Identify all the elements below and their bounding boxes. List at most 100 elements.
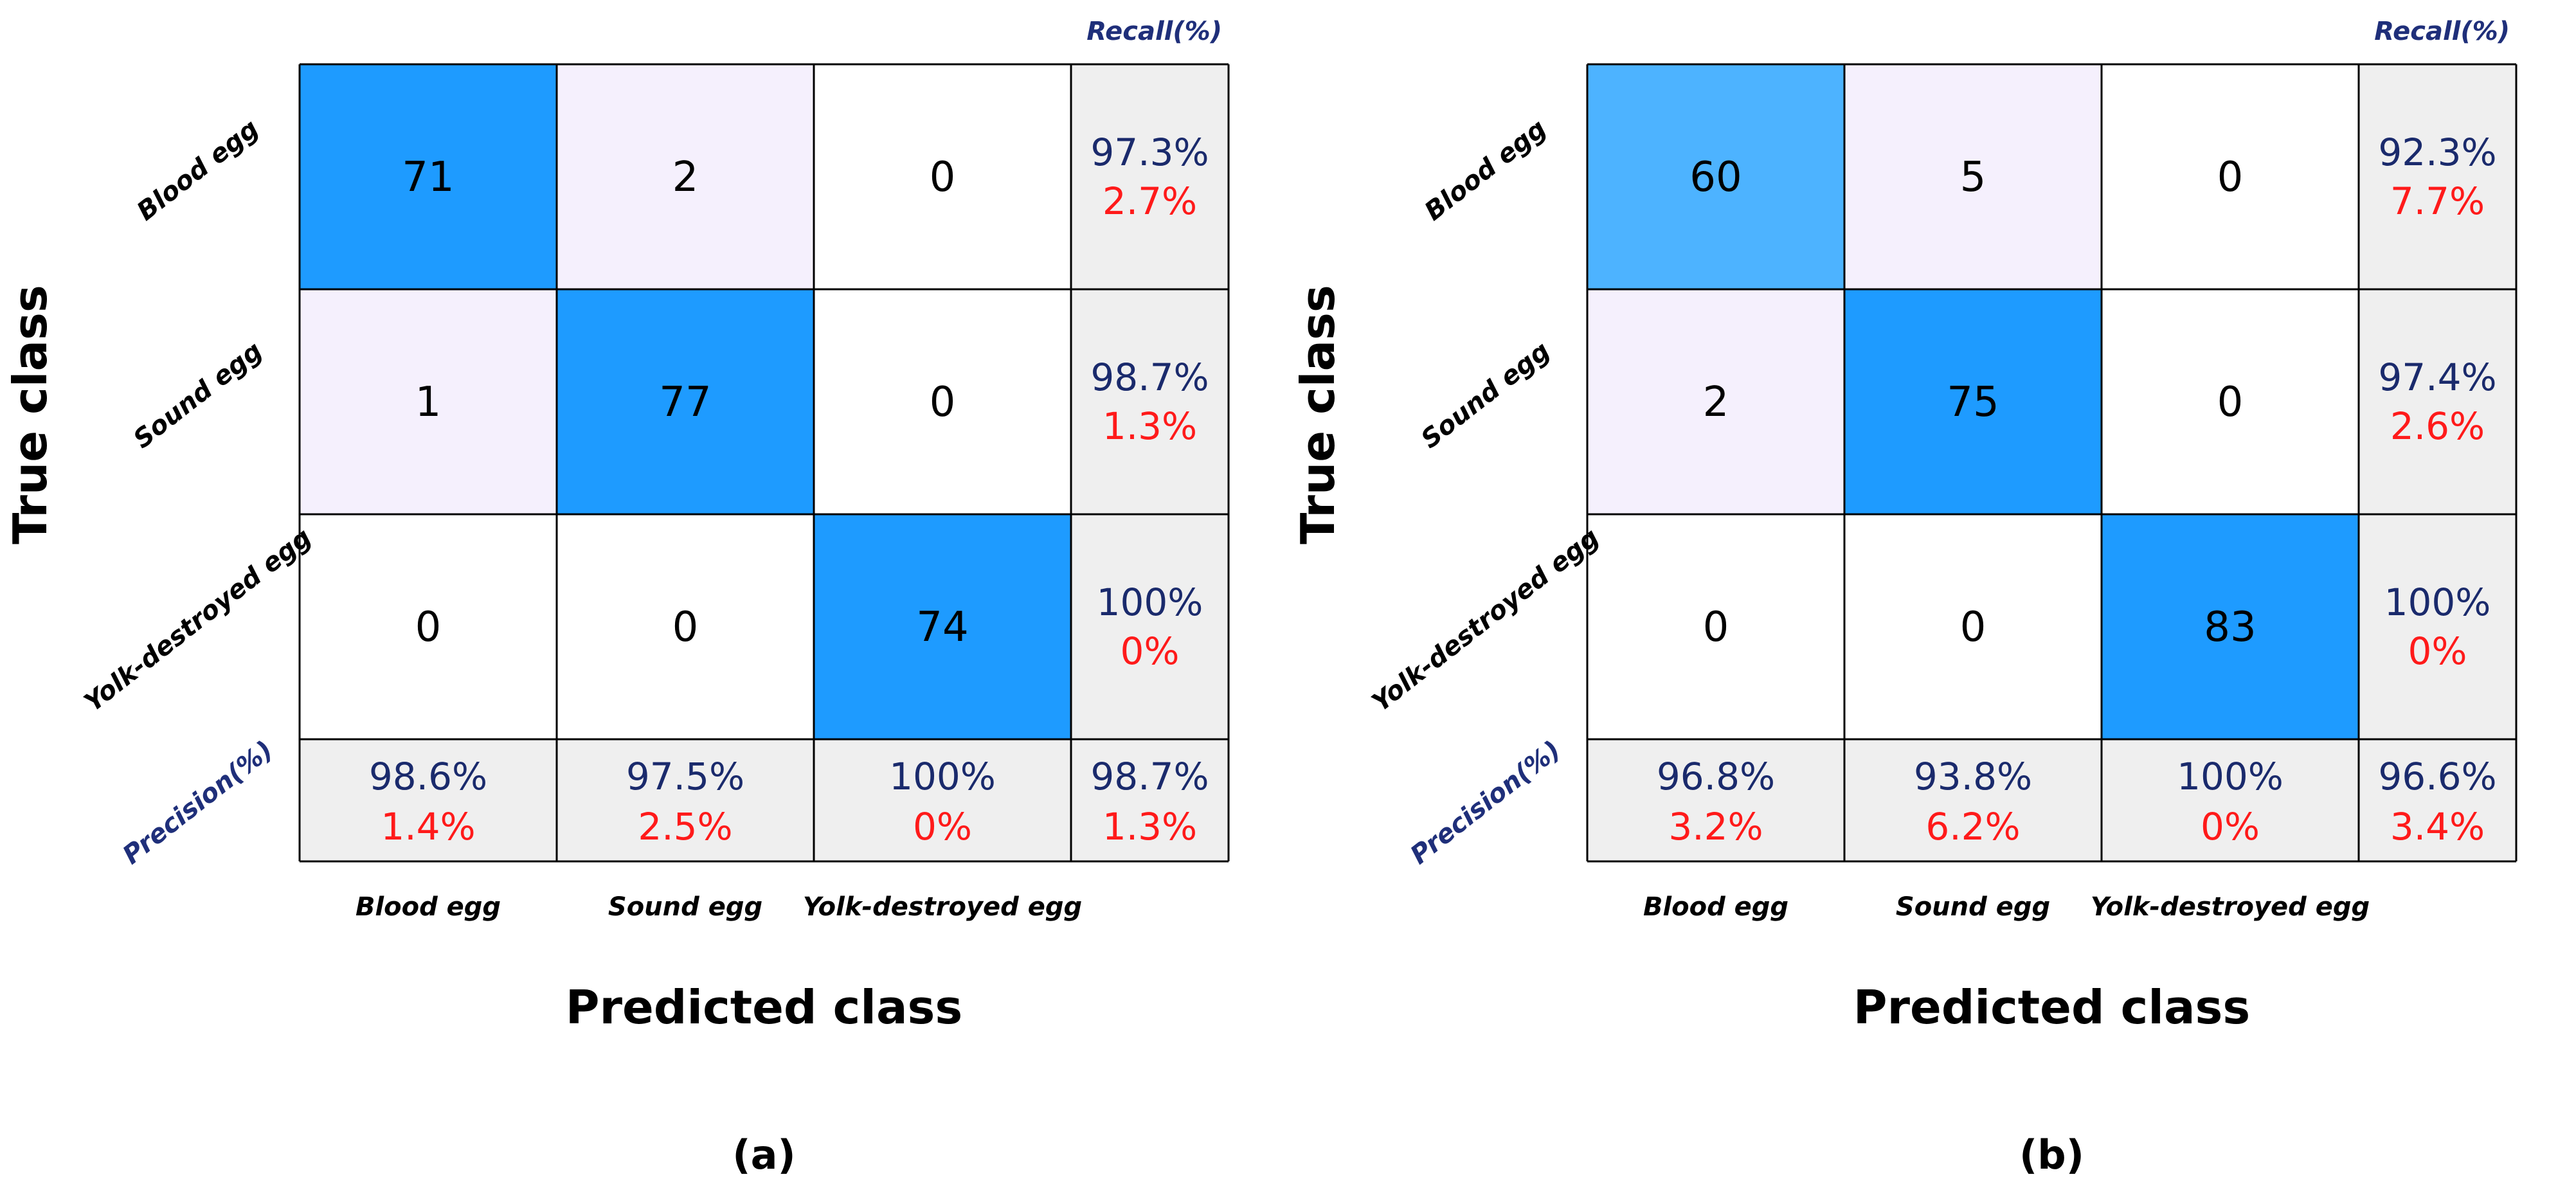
matrix-cell-r2-c1	[557, 514, 814, 739]
row-label-1: Sound egg	[128, 336, 268, 454]
matrix-value-r1-c1: 77	[659, 379, 711, 426]
matrix-cell-r1-c1	[557, 289, 814, 514]
y-axis-title: True class	[3, 285, 57, 544]
overall-accuracy: 98.7%	[1090, 755, 1209, 798]
recall-error-2: 0%	[1120, 629, 1179, 673]
row-label-0: Blood egg	[132, 114, 265, 226]
precision-value-2: 100%	[889, 755, 996, 798]
precision-error-1: 2.5%	[638, 805, 732, 849]
precision-value-0: 96.8%	[1657, 755, 1775, 798]
col-label-2: Yolk-destroyed egg	[2091, 892, 2370, 922]
precision-cell-1	[1844, 739, 2102, 861]
confusion-matrix-chart-b: 60 5 0 92.3% 7.7% 2 75 0 97.4% 2.6% 0 0 83 100% 0% 96.8…	[1291, 17, 2517, 1178]
matrix-value-r2-c2: 83	[2204, 604, 2256, 651]
matrix-cell-r0-c0	[300, 64, 557, 289]
recall-cell-1	[1071, 289, 1229, 514]
row-label-0: Blood egg	[1419, 114, 1553, 226]
precision-error-2: 0%	[913, 805, 972, 849]
matrix-value-r1-c2: 0	[930, 379, 956, 426]
matrix-value-r1-c0: 2	[1703, 379, 1729, 426]
matrix-cell-r0-c1	[1844, 64, 2102, 289]
x-axis-title: Predicted class	[1853, 980, 2251, 1034]
precision-cell-0	[1587, 739, 1844, 861]
precision-value-2: 100%	[2177, 755, 2283, 798]
matrix-value-r1-c0: 1	[415, 379, 442, 426]
precision-cell-0	[300, 739, 557, 861]
matrix-value-r2-c0: 0	[1703, 604, 1729, 651]
matrix-cell-r1-c2	[2102, 289, 2359, 514]
x-axis-title: Predicted class	[566, 980, 963, 1034]
matrix-value-r1-c1: 75	[1947, 379, 1999, 426]
matrix-cell-r2-c0	[300, 514, 557, 739]
precision-error-2: 0%	[2201, 805, 2260, 849]
matrix-cell-r0-c1	[557, 64, 814, 289]
recall-cell-0	[1071, 64, 1229, 289]
recall-header: Recall(%)	[1086, 17, 1222, 46]
matrix-cell-r0-c0	[1587, 64, 1844, 289]
overall-cell	[1071, 739, 1229, 861]
panel-caption: (b)	[2019, 1131, 2084, 1178]
recall-value-0: 97.3%	[1090, 130, 1209, 174]
precision-cell-2	[2102, 739, 2359, 861]
precision-value-0: 98.6%	[369, 755, 487, 798]
recall-cell-0	[2359, 64, 2516, 289]
recall-error-0: 2.7%	[1103, 179, 1197, 223]
overall-error: 1.3%	[1103, 805, 1197, 849]
row-label-2: Yolk-destroyed egg	[79, 523, 318, 718]
matrix-cell-r2-c0	[1587, 514, 1844, 739]
confusion-matrix-chart-a: 71 2 0 97.3% 2.7% 1 77 0 98.7% 1.3% 0 0 74 100% 0% 98.6…	[3, 17, 1230, 1178]
precision-value-1: 97.5%	[626, 755, 744, 798]
row-label-1: Sound egg	[1416, 336, 1556, 454]
recall-value-1: 97.4%	[2378, 355, 2496, 399]
overall-error: 3.4%	[2390, 805, 2485, 849]
matrix-value-r0-c0: 71	[402, 154, 454, 201]
recall-error-1: 1.3%	[1103, 404, 1197, 448]
col-label-0: Blood egg	[1643, 892, 1788, 922]
col-label-2: Yolk-destroyed egg	[803, 892, 1082, 922]
matrix-value-r2-c1: 0	[1960, 604, 1986, 651]
matrix-cell-r0-c2	[814, 64, 1071, 289]
matrix-value-r0-c2: 0	[2217, 154, 2244, 201]
recall-header: Recall(%)	[2374, 17, 2510, 46]
matrix-value-r2-c0: 0	[415, 604, 442, 651]
recall-error-2: 0%	[2408, 629, 2467, 673]
recall-value-2: 100%	[2384, 580, 2491, 624]
row-label-2: Yolk-destroyed egg	[1367, 523, 1605, 718]
matrix-cell-r2-c2	[814, 514, 1071, 739]
recall-value-1: 98.7%	[1090, 355, 1209, 399]
matrix-cell-r1-c1	[1844, 289, 2102, 514]
y-axis-title: True class	[1291, 285, 1345, 544]
matrix-cell-r2-c1	[1844, 514, 2102, 739]
matrix-value-r2-c1: 0	[672, 604, 699, 651]
matrix-value-r0-c2: 0	[930, 154, 956, 201]
recall-cell-1	[2359, 289, 2516, 514]
matrix-value-r1-c2: 0	[2217, 379, 2244, 426]
recall-value-2: 100%	[1097, 580, 1203, 624]
matrix-value-r0-c0: 60	[1689, 154, 1742, 201]
matrix-value-r2-c2: 74	[916, 604, 968, 651]
recall-cell-2	[2359, 514, 2516, 739]
precision-header: Precision(%)	[1405, 735, 1567, 870]
col-label-1: Sound egg	[1896, 892, 2050, 922]
matrix-value-r0-c1: 5	[1960, 154, 1986, 201]
panel-caption: (a)	[732, 1131, 796, 1178]
matrix-cell-r0-c2	[2102, 64, 2359, 289]
matrix-cell-r2-c2	[2102, 514, 2359, 739]
precision-cell-2	[814, 739, 1071, 861]
recall-error-1: 2.6%	[2390, 404, 2485, 448]
precision-header: Precision(%)	[118, 735, 279, 870]
recall-cell-2	[1071, 514, 1229, 739]
matrix-cell-r1-c0	[1587, 289, 1844, 514]
precision-value-1: 93.8%	[1914, 755, 2032, 798]
overall-cell	[2359, 739, 2516, 861]
precision-error-0: 3.2%	[1668, 805, 1763, 849]
matrix-cell-r1-c2	[814, 289, 1071, 514]
confusion-matrix-panel-b: 60 5 0 92.3% 7.7% 2 75 0 97.4% 2.6% 0 0 83 100% 0% 96.8…	[1288, 0, 2575, 1186]
precision-error-1: 6.2%	[1925, 805, 2020, 849]
col-label-1: Sound egg	[608, 892, 762, 922]
col-label-0: Blood egg	[356, 892, 501, 922]
recall-value-0: 92.3%	[2378, 130, 2496, 174]
precision-error-0: 1.4%	[381, 805, 475, 849]
matrix-value-r0-c1: 2	[672, 154, 699, 201]
matrix-cell-r1-c0	[300, 289, 557, 514]
